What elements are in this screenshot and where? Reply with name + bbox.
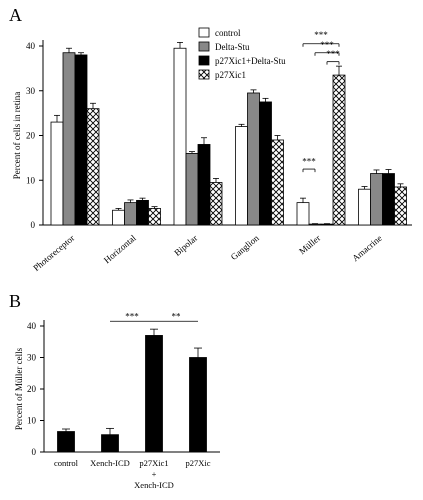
bar-a — [320, 223, 334, 226]
significance-label-b: *** — [125, 311, 139, 321]
x-tick-label-a: Müller — [297, 233, 322, 256]
y-tick-label-b: 10 — [27, 416, 37, 426]
y-axis-label-a: Percent of cells in retina — [12, 92, 22, 179]
bar-a — [136, 199, 149, 226]
bar-a — [112, 209, 125, 226]
y-tick-label-a: 20 — [26, 131, 36, 141]
bar-a — [296, 202, 310, 226]
bar-a — [235, 126, 248, 226]
legend-swatch-a — [198, 69, 210, 80]
bar-a — [185, 152, 199, 226]
bar-a — [370, 173, 383, 226]
x-tick-label-a: Bipolar — [172, 233, 199, 258]
bar-a — [271, 139, 284, 226]
significance-label-a: *** — [320, 40, 334, 50]
x-tick-label-a: Horizontal — [102, 233, 138, 266]
bar-a — [86, 108, 100, 226]
bar-b — [145, 335, 163, 453]
bar-b — [57, 431, 75, 453]
bar-a — [332, 74, 346, 226]
significance-label-a: *** — [314, 30, 328, 40]
x-tick-label-b: control — [54, 458, 79, 468]
y-tick-label-b: 40 — [27, 321, 37, 331]
legend-label-a: p27Xic1 — [215, 70, 246, 80]
x-tick-label-a: Ganglion — [229, 233, 261, 263]
legend-label-a: Delta-Stu — [215, 42, 250, 52]
bar-a — [74, 54, 88, 226]
x-tick-label-b: + — [152, 469, 157, 479]
bar-a — [308, 223, 322, 226]
panel-label-a: A — [9, 5, 22, 25]
significance-label-a: *** — [302, 157, 316, 167]
chart-a: 0 10 20 30 40 Percent of cells in retina Photo… — [12, 27, 412, 273]
y-tick-label-a: 10 — [26, 175, 36, 185]
bar-a — [148, 208, 161, 226]
y-tick-label-a: 30 — [26, 86, 36, 96]
x-tick-label-b: p27Xic1 — [139, 458, 168, 468]
x-tick-label-a: Photoreceptor — [31, 233, 76, 273]
bar-a — [62, 52, 76, 226]
chart-b: 0 10 20 30 40 Percent of Müller cells control X… — [14, 311, 220, 490]
bar-b — [101, 434, 119, 453]
legend-swatch-a — [198, 55, 210, 66]
legend-swatch-a — [198, 27, 210, 38]
y-tick-label-b: 30 — [27, 353, 37, 363]
y-tick-label-a: 0 — [31, 220, 36, 230]
legend-label-a: p27Xic1+Delta-Stu — [215, 56, 286, 66]
bar-a — [358, 188, 371, 226]
y-tick-label-b: 0 — [32, 447, 37, 457]
bar-a — [247, 92, 260, 226]
legend-swatch-a — [198, 41, 210, 52]
x-tick-label-b: Xench-ICD — [90, 458, 130, 468]
x-tick-label-b: p27Xic — [185, 458, 210, 468]
bar-a — [209, 182, 223, 226]
x-tick-label-a: Amacrine — [350, 233, 384, 263]
panel-label-b: B — [9, 291, 21, 311]
legend-label-a: control — [215, 28, 241, 38]
x-tick-label-b: Xench-ICD — [134, 480, 174, 490]
bar-a — [394, 186, 407, 226]
significance-label-b: ** — [172, 311, 182, 321]
y-tick-label-b: 20 — [27, 384, 37, 394]
bar-a — [382, 173, 395, 226]
bar-a — [50, 121, 64, 226]
y-tick-label-a: 40 — [26, 41, 36, 51]
bar-a — [197, 144, 211, 226]
significance-label-a: *** — [326, 49, 340, 59]
y-axis-label-b: Percent of Müller cells — [14, 347, 24, 430]
bar-a — [173, 47, 187, 226]
bar-b — [189, 357, 207, 453]
bar-a — [124, 202, 137, 226]
bar-a — [259, 101, 272, 226]
